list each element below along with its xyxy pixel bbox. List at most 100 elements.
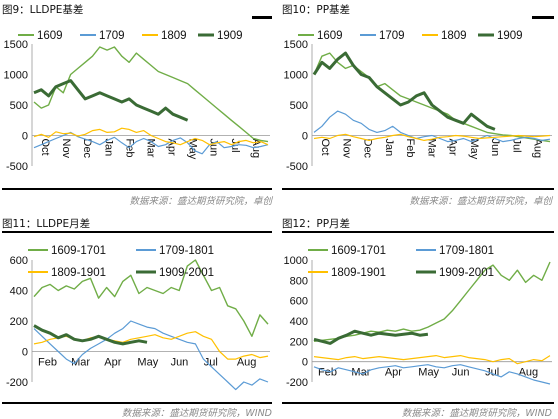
- legend-label: 1909-2001: [159, 267, 214, 279]
- x-tick-label: Mar: [425, 139, 437, 158]
- series-line-1609-1701: [313, 261, 551, 342]
- x-tick-label: Feb: [318, 367, 337, 379]
- y-tick-label: 0: [22, 131, 28, 143]
- series-line-1809: [313, 133, 551, 142]
- y-tick-label: 1500: [4, 39, 28, 51]
- x-tick-label: Aug: [532, 139, 544, 159]
- y-tick-label: 600: [290, 296, 308, 308]
- legend-label: 1609-1701: [331, 245, 386, 257]
- source-note: 数据来源：盛达期货研究院，卓创: [409, 196, 552, 207]
- legend-label: 1909: [217, 30, 243, 42]
- x-tick-label: Aug: [250, 139, 262, 159]
- series-line-1609-1701: [33, 259, 269, 338]
- x-tick-label: Feb: [38, 357, 57, 369]
- series-line-1909-2001: [313, 329, 429, 345]
- legend-label: 1909: [497, 30, 523, 42]
- legend-label: 1709-1801: [439, 245, 494, 257]
- series-line-1809: [33, 127, 269, 146]
- y-tick-label: 600: [10, 255, 28, 267]
- x-tick-label: Jun: [208, 139, 220, 157]
- y-tick-label: 0: [302, 357, 308, 369]
- x-tick-label: Jun: [171, 357, 189, 369]
- x-tick-label: Jul: [204, 357, 218, 369]
- series-line-1709-1801: [313, 364, 551, 385]
- y-tick-label: -200: [6, 377, 28, 389]
- chart-title: 图11：LLDPE月差: [2, 218, 91, 230]
- y-tick-label: 0: [22, 347, 28, 359]
- y-tick-label: -200: [286, 377, 308, 389]
- series-line-1909: [33, 79, 189, 122]
- chart-svg: -200 0 200 400 600 800 1000 Feb Mar Apr May Jun Jul A…: [284, 245, 552, 389]
- chart-title: 图12：PP月差: [282, 218, 351, 230]
- y-tick-label: 1000: [284, 70, 308, 82]
- title-rule: [252, 16, 272, 19]
- x-tick-label: Apr: [385, 367, 402, 379]
- x-tick-label: Jan: [383, 139, 395, 157]
- x-tick-label: Aug: [237, 357, 257, 369]
- y-tick-label: 200: [10, 316, 28, 328]
- chart-panel-lldpe-spread: 图11：LLDPE月差 -200 0 200 400 600 Feb Mar Apr May Ju…: [0, 212, 276, 419]
- legend-label: 1709-1801: [159, 245, 214, 257]
- legend-label: 1609: [37, 30, 63, 42]
- x-tick-label: Jul: [510, 139, 522, 153]
- chart-panel-pp-spread: 图12：PP月差 -200 0 200 400 600 800 1000 Feb Mar Apr M…: [280, 212, 558, 419]
- chart-panel-lldpe-basis: 图9：LLDPE基差 -500 0 500 1000 1500 Oct Nov Dec Jan F…: [0, 0, 276, 210]
- x-tick-label: Jul: [485, 367, 499, 379]
- x-tick-label: Apr: [447, 139, 459, 156]
- x-tick-label: May: [468, 139, 480, 160]
- chart-panel-pp-basis: 图10：PP基差 -500 0 500 1000 1500 Oct Nov Dec Jan Feb…: [280, 0, 558, 210]
- legend-label: 1809-1901: [331, 267, 386, 279]
- y-tick-label: 1000: [4, 70, 28, 82]
- chart-title: 图10：PP基差: [282, 4, 351, 16]
- y-tick-label: 800: [290, 275, 308, 287]
- series-line-1909: [312, 51, 496, 131]
- source-note: 数据来源：盛达期货研究院，WIND: [121, 408, 272, 419]
- y-tick-label: 500: [290, 100, 308, 112]
- y-tick-label: -500: [6, 161, 28, 173]
- legend-label: 1809-1901: [51, 267, 106, 279]
- x-tick-label: Aug: [519, 367, 539, 379]
- y-tick-label: -500: [286, 161, 308, 173]
- x-tick-label: Feb: [404, 139, 416, 158]
- legend-label: 1909-2001: [439, 267, 494, 279]
- x-tick-label: May: [137, 357, 158, 369]
- bottom-rule: [2, 402, 272, 404]
- x-tick-label: Dec: [362, 139, 374, 159]
- y-tick-label: 0: [302, 131, 308, 143]
- y-tick-label: 400: [290, 316, 308, 328]
- x-tick-label: Oct: [319, 139, 331, 156]
- x-tick-label: Jun: [452, 367, 470, 379]
- title-rule: [532, 16, 554, 19]
- legend-label: 1709: [379, 30, 405, 42]
- bottom-rule: [282, 402, 554, 404]
- y-tick-label: 1000: [284, 255, 308, 267]
- x-tick-label: Mar: [351, 367, 370, 379]
- x-tick-label: Apr: [104, 357, 121, 369]
- legend-label: 1609-1701: [51, 245, 106, 257]
- y-tick-label: 400: [10, 286, 28, 298]
- series-line-1609: [313, 52, 551, 143]
- legend-label: 1609: [317, 30, 343, 42]
- chart-title: 图9：LLDPE基差: [2, 4, 84, 16]
- y-tick-label: 500: [10, 100, 28, 112]
- series-line-1709-1801: [33, 320, 269, 391]
- legend-label: 1709: [99, 30, 125, 42]
- x-tick-label: Jan: [102, 139, 114, 157]
- bottom-rule: [282, 188, 554, 190]
- y-tick-label: 1500: [284, 39, 308, 51]
- legend-label: 1809: [161, 30, 187, 42]
- chart-svg: -200 0 200 400 600 Feb Mar Apr May Jun Jul Aug 1609-…: [6, 245, 270, 391]
- source-note: 数据来源：盛达期货研究院，卓创: [129, 196, 272, 207]
- x-tick-label: May: [418, 367, 439, 379]
- series-line-1609: [33, 46, 269, 143]
- y-tick-label: 200: [290, 336, 308, 348]
- title-rule: [282, 231, 554, 233]
- x-tick-label: Nov: [60, 139, 72, 159]
- series-line-1909-2001: [33, 324, 148, 346]
- source-note: 数据来源：盛达期货研究院，WIND: [401, 408, 552, 419]
- x-tick-label: Oct: [39, 139, 51, 156]
- series-line-1809-1901: [313, 354, 551, 365]
- x-tick-label: Dec: [81, 139, 93, 159]
